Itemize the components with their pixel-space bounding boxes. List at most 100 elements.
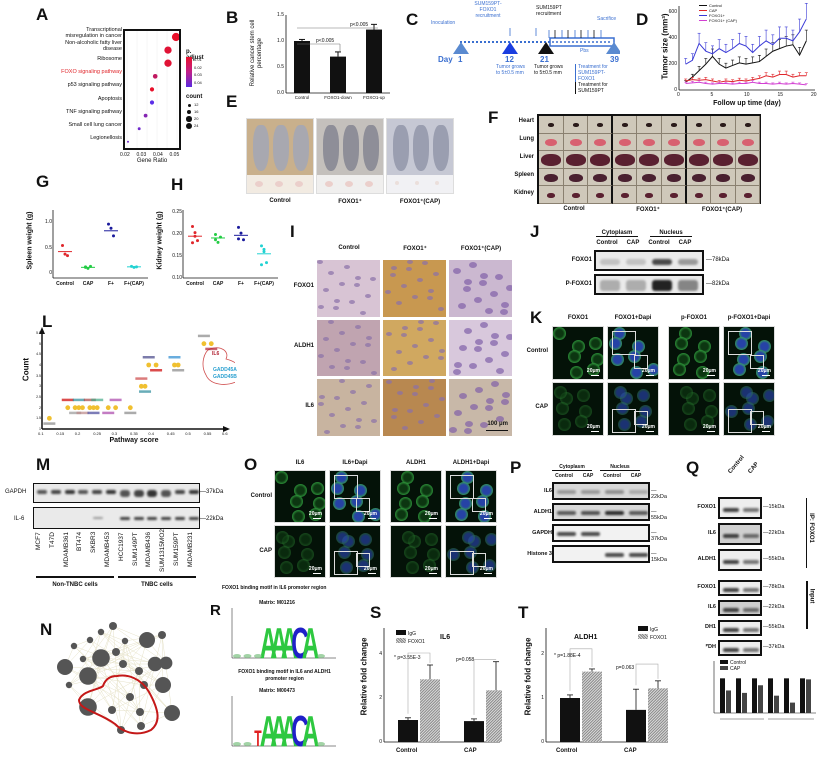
nucleus (428, 289, 434, 293)
row-label-il6: IL-6 (14, 516, 25, 522)
nucleus (418, 420, 424, 424)
text-line: Tumor grows (534, 64, 563, 70)
p-value-cap: p=0.063 (616, 665, 635, 671)
gadd45a-label: GADD45A (213, 367, 237, 373)
legend-igg: IgG (396, 630, 425, 638)
panel-d-label: D (636, 10, 649, 29)
nucleus (355, 425, 361, 429)
nucleus (459, 393, 467, 399)
cell (577, 389, 590, 402)
organ-tissue (617, 173, 632, 182)
marker-text: 37kDa (206, 489, 224, 495)
organ-tissue (614, 154, 635, 167)
nucleus (454, 361, 462, 368)
lane-label: CAP (630, 473, 642, 479)
fluorescence-image: 20μm (329, 470, 381, 523)
x-tick: 0.05 (169, 152, 180, 158)
cell (427, 548, 440, 561)
fluorescence-image: 20μm (390, 525, 442, 578)
zoom-box (472, 498, 486, 512)
row-label: FOXO1 (697, 584, 716, 590)
lane-label: Control (603, 473, 621, 479)
cell (761, 415, 774, 428)
nucleus (458, 303, 466, 309)
nucleus (423, 354, 429, 359)
scale-bar-label: 20μm (641, 368, 655, 374)
day-1: 1 (458, 55, 463, 64)
organ-cell (711, 133, 736, 152)
organ-tissue (569, 138, 582, 147)
panel-k-fluorescence: FOXO1 FOXO1+Dapi p-FOXO1 p-FOXO1+Dapi Contr… (527, 315, 780, 440)
panel-n-label: N (40, 620, 53, 639)
organ-tissue (713, 154, 734, 167)
row-label: FOXO1 (293, 283, 314, 289)
data-point (191, 225, 194, 229)
lane-cap: CAP (747, 461, 761, 475)
nucleus (406, 267, 412, 271)
tumor-grow-2: Tumor grows to 5±0.5 mm (534, 64, 563, 76)
term-line: Non-alcoholic fatty liver (65, 39, 122, 46)
cell (572, 340, 585, 353)
organ-cell (612, 168, 638, 187)
series-line (685, 73, 807, 83)
x-tick: 15 (777, 92, 784, 98)
nucleus (318, 305, 324, 309)
nucleus (396, 301, 402, 305)
ip-bracket (806, 498, 807, 568)
column-label: ALDH1+Dapi (452, 460, 490, 466)
gene-point (91, 405, 96, 411)
organ-tissue (597, 123, 604, 127)
row-label-gapdh: GAPDH (5, 489, 27, 495)
organ-tissue (590, 154, 611, 167)
organ-cell (612, 133, 638, 152)
cell (611, 353, 624, 366)
mouse (393, 125, 409, 171)
legend: Control CAP FOXO1+ FOXO1+ (CAP) (699, 3, 759, 23)
mouse (253, 125, 269, 171)
blot-strip (718, 580, 762, 596)
dot (143, 113, 148, 118)
scale-bar (313, 573, 321, 574)
band (629, 511, 648, 515)
nucleus (412, 392, 418, 396)
row-label: ALDH1 (533, 509, 552, 515)
gene-point (127, 405, 133, 411)
data-point (193, 231, 197, 235)
x-tick: 0.04 (153, 152, 163, 158)
y-tick: 2 (379, 695, 382, 701)
cell (402, 531, 415, 544)
group-bar-tnbc (118, 576, 196, 578)
nucleus (496, 416, 504, 422)
y-tick: 0 (674, 87, 677, 93)
inset-box (334, 551, 358, 575)
cell (466, 561, 479, 574)
x-tick: 0.55 (203, 431, 212, 436)
text-line: Tumor grows (496, 64, 525, 70)
cell (679, 327, 692, 340)
nucleus (474, 345, 482, 352)
dotplot-frame (123, 29, 181, 150)
row-label: GAPDH (532, 530, 552, 536)
nucleus (329, 413, 335, 417)
nucleus (464, 428, 472, 434)
cell (480, 484, 493, 497)
cell (406, 561, 419, 574)
data-point (216, 240, 220, 244)
gene-point (80, 405, 85, 411)
legend-size-title: count (186, 94, 203, 100)
nucleus (397, 391, 403, 395)
text-line: SUM159PT- (474, 1, 502, 7)
lane-label: SUM159PT (173, 532, 180, 566)
nucleus (427, 296, 433, 300)
cell (455, 508, 468, 521)
band (50, 490, 61, 494)
nucleus (433, 272, 439, 276)
cell (352, 510, 365, 522)
bar (560, 698, 580, 742)
gene-point (105, 405, 111, 411)
band (557, 490, 576, 494)
legend: IgG FOXO1 (396, 630, 425, 646)
panel-b-label: B (226, 8, 239, 27)
organ-tissue (596, 192, 605, 198)
